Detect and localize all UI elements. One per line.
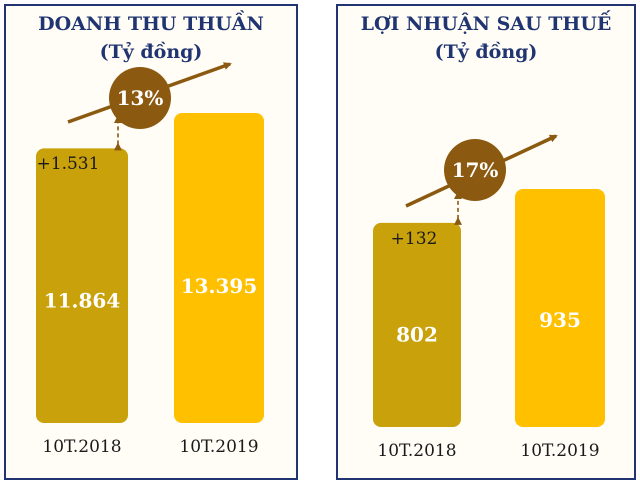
profit-subtitle: (Tỷ đồng)	[434, 41, 538, 63]
bar-10T.2019	[515, 189, 605, 427]
profit-title: LỢI NHUẬN SAU THUẾ	[360, 13, 612, 35]
growth-label: 13%	[117, 86, 164, 110]
category-label: 10T.2019	[520, 441, 599, 461]
profit-chart: 802 10T.2018 935 10T.2019 +132 17%	[373, 134, 605, 461]
growth-label: 17%	[452, 158, 499, 182]
bar-value-label: 935	[539, 308, 581, 332]
bar-10T.2018	[36, 148, 128, 423]
difference-label: +1.531	[37, 154, 100, 174]
category-label: 10T.2018	[377, 441, 456, 461]
category-label: 10T.2019	[179, 437, 258, 457]
revenue-title: DOANH THU THUẦN	[38, 13, 264, 35]
growth-bubble	[109, 67, 171, 129]
growth-bubble	[444, 139, 506, 201]
revenue-subtitle: (Tỷ đồng)	[99, 41, 203, 63]
bar-value-label: 13.395	[181, 274, 258, 298]
difference-label: +132	[391, 229, 438, 249]
category-label: 10T.2018	[42, 437, 121, 457]
profit-panel: LỢI NHUẬN SAU THUẾ (Tỷ đồng) 802 10T.2018…	[336, 4, 636, 480]
revenue-panel: DOANH THU THUẦN (Tỷ đồng) 11.864 10T.2018…	[4, 4, 298, 480]
bar-10T.2019	[174, 113, 264, 423]
bar-10T.2018	[373, 222, 461, 427]
bar-value-label: 11.864	[44, 289, 121, 313]
bar-value-label: 802	[396, 322, 438, 346]
revenue-chart: 11.864 10T.2018 13.395 10T.2019 +1.531 13%	[36, 62, 264, 457]
